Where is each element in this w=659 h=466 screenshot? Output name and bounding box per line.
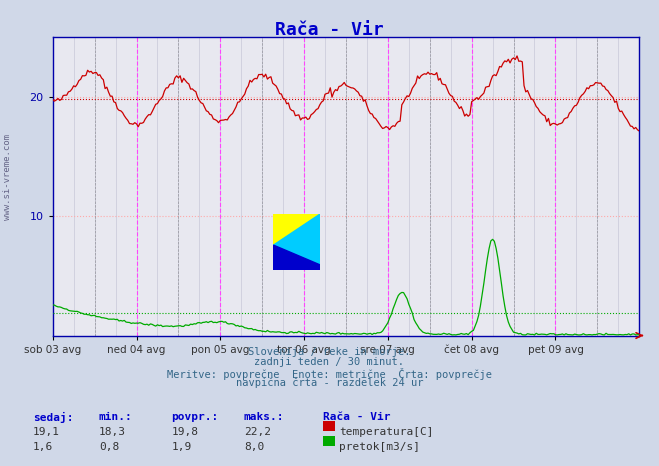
Text: 19,1: 19,1 xyxy=(33,427,60,437)
Text: 1,6: 1,6 xyxy=(33,442,53,452)
Text: temperatura[C]: temperatura[C] xyxy=(339,427,434,437)
Text: 1,9: 1,9 xyxy=(171,442,192,452)
Text: www.si-vreme.com: www.si-vreme.com xyxy=(3,134,13,220)
Text: povpr.:: povpr.: xyxy=(171,412,219,422)
Text: sedaj:: sedaj: xyxy=(33,412,73,424)
Text: zadnji teden / 30 minut.: zadnji teden / 30 minut. xyxy=(254,357,405,367)
Text: navpična črta - razdelek 24 ur: navpična črta - razdelek 24 ur xyxy=(236,378,423,389)
Text: pretok[m3/s]: pretok[m3/s] xyxy=(339,442,420,452)
Text: maks.:: maks.: xyxy=(244,412,284,422)
Polygon shape xyxy=(273,214,320,265)
Text: 0,8: 0,8 xyxy=(99,442,119,452)
Polygon shape xyxy=(273,265,320,270)
Text: 19,8: 19,8 xyxy=(171,427,198,437)
Text: 8,0: 8,0 xyxy=(244,442,264,452)
Text: Meritve: povprečne  Enote: metrične  Črta: povprečje: Meritve: povprečne Enote: metrične Črta:… xyxy=(167,368,492,380)
Text: Slovenija / reke in morje.: Slovenija / reke in morje. xyxy=(248,347,411,357)
Polygon shape xyxy=(273,214,320,245)
Polygon shape xyxy=(273,245,320,270)
Text: min.:: min.: xyxy=(99,412,132,422)
Text: 22,2: 22,2 xyxy=(244,427,271,437)
Text: 18,3: 18,3 xyxy=(99,427,126,437)
Text: Rača - Vir: Rača - Vir xyxy=(275,21,384,39)
Text: Rača - Vir: Rača - Vir xyxy=(323,412,390,422)
